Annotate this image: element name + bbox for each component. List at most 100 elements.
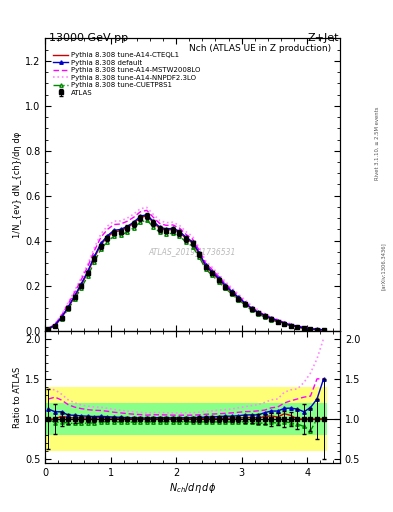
Pythia 8.308 tune-A14-CTEQL1 [144,212,149,219]
Pythia 8.308 tune-A14-NNPDF2.3LO [210,264,215,270]
Pythia 8.308 tune-A14-MSTW2008LO [184,231,188,238]
Pythia 8.308 tune-A14-NNPDF2.3LO [66,300,70,306]
Pythia 8.308 tune-A14-NNPDF2.3LO [112,218,116,224]
Pythia 8.308 tune-A14-NNPDF2.3LO [177,222,182,228]
Pythia 8.308 tune-CUETP8S1 [177,233,182,239]
Pythia 8.308 tune-A14-MSTW2008LO [269,315,274,321]
Pythia 8.308 tune-A14-NNPDF2.3LO [125,215,129,221]
Pythia 8.308 tune-A14-MSTW2008LO [72,289,77,295]
Pythia 8.308 tune-CUETP8S1 [236,296,241,303]
Pythia 8.308 tune-A14-MSTW2008LO [301,324,306,330]
Pythia 8.308 default [131,219,136,225]
Pythia 8.308 tune-CUETP8S1 [190,243,195,249]
Pythia 8.308 default [262,312,267,318]
Pythia 8.308 tune-A14-MSTW2008LO [242,298,247,305]
Pythia 8.308 tune-CUETP8S1 [230,291,234,297]
Pythia 8.308 tune-A14-NNPDF2.3LO [118,218,123,224]
Pythia 8.308 default [197,249,202,255]
Pythia 8.308 tune-A14-MSTW2008LO [99,234,103,240]
Pythia 8.308 tune-CUETP8S1 [66,306,70,312]
Pythia 8.308 tune-A14-CTEQL1 [197,251,202,257]
Pythia 8.308 tune-A14-CTEQL1 [321,327,326,333]
Pythia 8.308 tune-A14-CTEQL1 [308,326,313,332]
Pythia 8.308 tune-A14-MSTW2008LO [151,214,156,220]
Pythia 8.308 tune-A14-MSTW2008LO [144,207,149,214]
Pythia 8.308 default [315,326,320,332]
Pythia 8.308 tune-CUETP8S1 [295,324,300,330]
Pythia 8.308 tune-A14-NNPDF2.3LO [203,258,208,264]
Pythia 8.308 tune-CUETP8S1 [125,229,129,235]
Pythia 8.308 tune-CUETP8S1 [46,326,51,332]
Pythia 8.308 default [269,315,274,321]
Pythia 8.308 tune-CUETP8S1 [131,225,136,231]
Pythia 8.308 default [72,293,77,299]
Pythia 8.308 tune-A14-CTEQL1 [210,270,215,276]
Pythia 8.308 default [99,240,103,246]
Text: Nch (ATLAS UE in Z production): Nch (ATLAS UE in Z production) [189,44,331,53]
Pythia 8.308 tune-A14-CTEQL1 [131,220,136,226]
Pythia 8.308 default [105,232,110,239]
Pythia 8.308 tune-A14-MSTW2008LO [138,209,143,215]
Pythia 8.308 tune-A14-CTEQL1 [46,326,51,332]
Pythia 8.308 tune-A14-NNPDF2.3LO [46,325,51,331]
Pythia 8.308 tune-CUETP8S1 [138,219,143,225]
Pythia 8.308 tune-CUETP8S1 [59,315,64,322]
Pythia 8.308 tune-A14-MSTW2008LO [66,301,70,307]
Pythia 8.308 tune-A14-MSTW2008LO [105,226,110,232]
Pythia 8.308 default [125,223,129,229]
Y-axis label: Ratio to ATLAS: Ratio to ATLAS [13,366,22,428]
Pythia 8.308 tune-CUETP8S1 [210,272,215,279]
Pythia 8.308 tune-CUETP8S1 [321,327,326,333]
Pythia 8.308 default [79,281,84,287]
Pythia 8.308 tune-A14-MSTW2008LO [79,276,84,283]
Pythia 8.308 tune-CUETP8S1 [151,224,156,230]
Pythia 8.308 tune-A14-MSTW2008LO [85,264,90,270]
Pythia 8.308 default [151,218,156,224]
Pythia 8.308 tune-A14-MSTW2008LO [92,248,97,254]
Pythia 8.308 tune-A14-MSTW2008LO [53,321,57,327]
Pythia 8.308 tune-CUETP8S1 [249,307,254,313]
Pythia 8.308 tune-A14-CTEQL1 [295,324,300,330]
Pythia 8.308 tune-A14-NNPDF2.3LO [223,279,228,285]
Pythia 8.308 tune-A14-NNPDF2.3LO [92,245,97,251]
Pythia 8.308 tune-A14-CTEQL1 [79,282,84,288]
Pythia 8.308 tune-A14-NNPDF2.3LO [151,211,156,218]
Pythia 8.308 tune-CUETP8S1 [269,317,274,323]
Pythia 8.308 tune-A14-CTEQL1 [112,228,116,234]
Pythia 8.308 default [164,226,169,232]
Pythia 8.308 tune-A14-NNPDF2.3LO [301,324,306,330]
Pythia 8.308 tune-CUETP8S1 [112,233,116,239]
Pythia 8.308 tune-CUETP8S1 [85,273,90,279]
Pythia 8.308 tune-A14-NNPDF2.3LO [131,211,136,217]
Pythia 8.308 tune-A14-MSTW2008LO [256,308,261,314]
Pythia 8.308 tune-A14-MSTW2008LO [295,323,300,329]
Pythia 8.308 default [171,225,175,231]
Pythia 8.308 tune-A14-MSTW2008LO [59,312,64,318]
Pythia 8.308 tune-A14-NNPDF2.3LO [288,321,293,327]
Pythia 8.308 tune-A14-CTEQL1 [151,219,156,225]
Pythia 8.308 default [256,309,261,315]
Pythia 8.308 tune-A14-NNPDF2.3LO [184,228,188,234]
Pythia 8.308 tune-A14-MSTW2008LO [118,221,123,227]
Pythia 8.308 default [112,227,116,233]
Text: Z+Jet: Z+Jet [307,33,339,44]
Pythia 8.308 tune-A14-NNPDF2.3LO [275,316,280,323]
Pythia 8.308 tune-A14-CTEQL1 [256,310,261,316]
Legend: Pythia 8.308 tune-A14-CTEQL1, Pythia 8.308 default, Pythia 8.308 tune-A14-MSTW20: Pythia 8.308 tune-A14-CTEQL1, Pythia 8.3… [51,51,202,97]
Pythia 8.308 tune-A14-CTEQL1 [138,215,143,221]
Pythia 8.308 tune-CUETP8S1 [256,311,261,317]
Pythia 8.308 tune-A14-NNPDF2.3LO [217,271,221,278]
Pythia 8.308 tune-A14-MSTW2008LO [131,214,136,220]
Pythia 8.308 tune-A14-MSTW2008LO [177,225,182,231]
Pythia 8.308 default [321,327,326,333]
Pythia 8.308 tune-CUETP8S1 [288,323,293,329]
Pythia 8.308 tune-A14-NNPDF2.3LO [262,310,267,316]
Pythia 8.308 tune-A14-MSTW2008LO [46,325,51,331]
Line: Pythia 8.308 tune-A14-NNPDF2.3LO: Pythia 8.308 tune-A14-NNPDF2.3LO [48,207,323,330]
Line: Pythia 8.308 tune-CUETP8S1: Pythia 8.308 tune-CUETP8S1 [47,219,325,332]
Pythia 8.308 tune-A14-CTEQL1 [177,229,182,236]
Pythia 8.308 tune-A14-NNPDF2.3LO [256,307,261,313]
Text: 13000 GeV pp: 13000 GeV pp [49,33,128,44]
Pythia 8.308 tune-A14-CTEQL1 [66,305,70,311]
Pythia 8.308 tune-CUETP8S1 [217,279,221,285]
